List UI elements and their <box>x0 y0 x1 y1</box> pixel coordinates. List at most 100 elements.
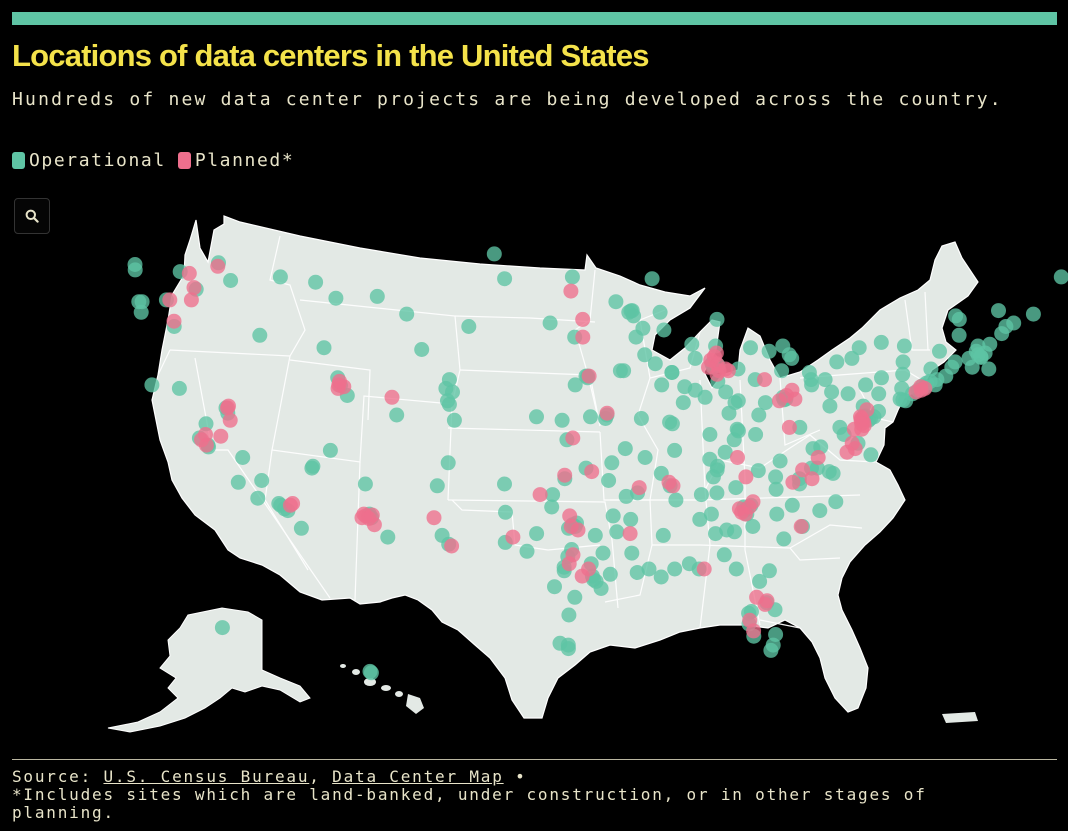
operational-data-center-dot[interactable] <box>692 511 708 527</box>
operational-data-center-dot[interactable] <box>214 620 230 636</box>
operational-data-center-dot[interactable] <box>133 304 149 320</box>
operational-data-center-dot[interactable] <box>626 308 642 324</box>
operational-data-center-dot[interactable] <box>498 504 513 520</box>
operational-data-center-dot[interactable] <box>761 563 777 579</box>
operational-data-center-dot[interactable] <box>757 395 773 411</box>
operational-data-center-dot[interactable] <box>784 497 800 513</box>
us-map[interactable] <box>0 200 1068 745</box>
planned-data-center-dot[interactable] <box>213 428 229 444</box>
operational-data-center-dot[interactable] <box>440 455 456 471</box>
operational-data-center-dot[interactable] <box>751 407 767 423</box>
operational-data-center-dot[interactable] <box>637 450 653 465</box>
planned-data-center-dot[interactable] <box>332 373 347 389</box>
operational-data-center-dot[interactable] <box>775 338 791 354</box>
operational-data-center-dot[interactable] <box>230 474 246 490</box>
planned-data-center-dot[interactable] <box>793 519 809 534</box>
planned-data-center-dot[interactable] <box>709 366 725 382</box>
operational-data-center-dot[interactable] <box>601 473 617 488</box>
planned-data-center-dot[interactable] <box>785 474 801 490</box>
operational-data-center-dot[interactable] <box>768 481 784 497</box>
operational-data-center-dot[interactable] <box>564 269 580 285</box>
operational-data-center-dot[interactable] <box>774 363 790 379</box>
operational-data-center-dot[interactable] <box>656 322 672 338</box>
planned-data-center-dot[interactable] <box>708 345 724 361</box>
operational-data-center-dot[interactable] <box>991 303 1006 319</box>
planned-data-center-dot[interactable] <box>166 313 182 329</box>
planned-data-center-dot[interactable] <box>810 450 826 465</box>
source-link-census[interactable]: U.S. Census Bureau <box>103 767 310 786</box>
operational-data-center-dot[interactable] <box>687 350 703 366</box>
operational-data-center-dot[interactable] <box>316 340 332 356</box>
operational-data-center-dot[interactable] <box>824 384 840 400</box>
operational-data-center-dot[interactable] <box>748 427 764 442</box>
planned-data-center-dot[interactable] <box>661 474 677 490</box>
planned-data-center-dot[interactable] <box>285 496 301 511</box>
operational-data-center-dot[interactable] <box>441 372 457 388</box>
operational-data-center-dot[interactable] <box>595 545 611 561</box>
operational-data-center-dot[interactable] <box>633 411 649 426</box>
operational-data-center-dot[interactable] <box>623 511 639 527</box>
operational-data-center-dot[interactable] <box>702 427 718 442</box>
operational-data-center-dot[interactable] <box>252 327 268 343</box>
operational-data-center-dot[interactable] <box>752 573 768 589</box>
operational-data-center-dot[interactable] <box>567 589 583 605</box>
operational-data-center-dot[interactable] <box>609 524 625 540</box>
planned-data-center-dot[interactable] <box>581 368 597 384</box>
operational-data-center-dot[interactable] <box>357 476 373 492</box>
operational-data-center-dot[interactable] <box>602 566 618 582</box>
operational-data-center-dot[interactable] <box>792 419 808 435</box>
operational-data-center-dot[interactable] <box>641 561 657 577</box>
operational-data-center-dot[interactable] <box>675 395 691 411</box>
planned-data-center-dot[interactable] <box>557 467 573 483</box>
operational-data-center-dot[interactable] <box>832 419 848 435</box>
operational-data-center-dot[interactable] <box>821 464 837 480</box>
operational-data-center-dot[interactable] <box>547 579 562 595</box>
planned-data-center-dot[interactable] <box>738 469 754 485</box>
planned-data-center-dot[interactable] <box>426 510 442 526</box>
operational-data-center-dot[interactable] <box>545 487 561 503</box>
operational-data-center-dot[interactable] <box>272 269 288 285</box>
operational-data-center-dot[interactable] <box>144 377 160 393</box>
planned-data-center-dot[interactable] <box>563 519 579 534</box>
operational-data-center-dot[interactable] <box>653 569 669 585</box>
operational-data-center-dot[interactable] <box>171 380 187 396</box>
planned-data-center-dot[interactable] <box>565 547 581 563</box>
operational-data-center-dot[interactable] <box>721 405 737 421</box>
operational-data-center-dot[interactable] <box>362 663 378 679</box>
operational-data-center-dot[interactable] <box>127 262 143 278</box>
operational-data-center-dot[interactable] <box>769 506 785 522</box>
operational-data-center-dot[interactable] <box>637 347 653 363</box>
operational-data-center-dot[interactable] <box>308 274 324 290</box>
operational-data-center-dot[interactable] <box>896 338 912 354</box>
operational-data-center-dot[interactable] <box>728 480 744 496</box>
planned-data-center-dot[interactable] <box>846 421 862 437</box>
operational-data-center-dot[interactable] <box>328 290 344 306</box>
operational-data-center-dot[interactable] <box>863 447 879 463</box>
operational-data-center-dot[interactable] <box>618 488 634 504</box>
operational-data-center-dot[interactable] <box>687 382 703 398</box>
operational-data-center-dot[interactable] <box>829 354 845 370</box>
planned-data-center-dot[interactable] <box>183 292 199 308</box>
operational-data-center-dot[interactable] <box>951 327 967 343</box>
operational-data-center-dot[interactable] <box>812 503 828 519</box>
operational-data-center-dot[interactable] <box>486 246 502 262</box>
operational-data-center-dot[interactable] <box>977 345 993 361</box>
operational-data-center-dot[interactable] <box>369 288 385 304</box>
operational-data-center-dot[interactable] <box>446 412 462 428</box>
operational-data-center-dot[interactable] <box>497 476 512 492</box>
operational-data-center-dot[interactable] <box>617 441 633 457</box>
operational-data-center-dot[interactable] <box>716 547 732 563</box>
planned-data-center-dot[interactable] <box>575 329 591 345</box>
planned-data-center-dot[interactable] <box>746 623 762 639</box>
planned-data-center-dot[interactable] <box>186 280 202 296</box>
operational-data-center-dot[interactable] <box>667 442 683 458</box>
operational-data-center-dot[interactable] <box>703 506 719 522</box>
planned-data-center-dot[interactable] <box>162 292 178 308</box>
operational-data-center-dot[interactable] <box>772 453 788 469</box>
operational-data-center-dot[interactable] <box>554 412 570 428</box>
planned-data-center-dot[interactable] <box>839 444 855 460</box>
operational-data-center-dot[interactable] <box>684 336 700 352</box>
operational-data-center-dot[interactable] <box>728 561 744 577</box>
operational-data-center-dot[interactable] <box>322 442 338 458</box>
operational-data-center-dot[interactable] <box>544 499 560 515</box>
